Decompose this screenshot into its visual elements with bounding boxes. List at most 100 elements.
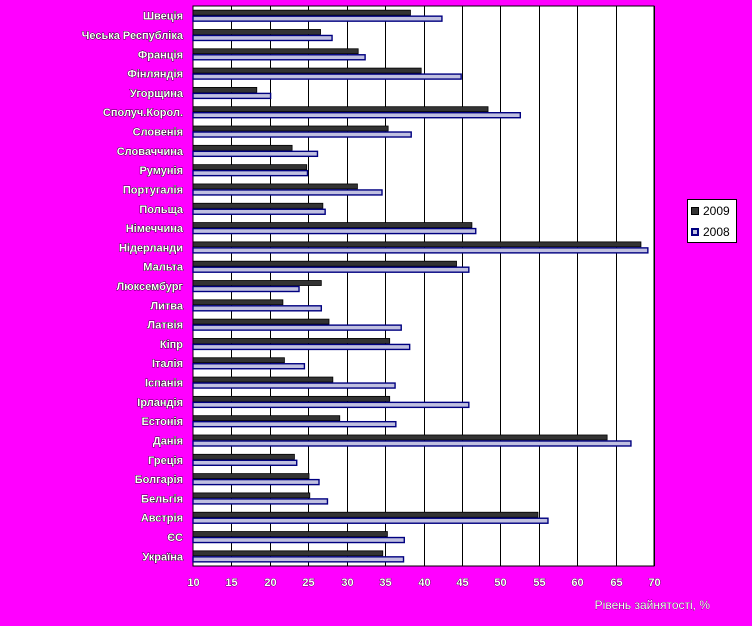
category-label: Угорщина	[130, 88, 184, 100]
bar-2009	[192, 415, 341, 422]
category-label: Латвія	[147, 320, 183, 332]
bar-2008	[192, 459, 298, 466]
bar-2008	[192, 363, 306, 370]
bar-2008	[192, 169, 309, 177]
category-label: Сполуч.Корол.	[103, 107, 183, 119]
bar-2009	[192, 241, 642, 248]
x-tick-labels: 10 15 20 25 30 35 40 45 50 55 60 65 70	[187, 577, 661, 590]
category-label: Болгарія	[135, 474, 183, 486]
x-tick-label: 55	[533, 577, 545, 589]
category-label: Німеччина	[126, 223, 184, 235]
category-label: ЄС	[167, 532, 183, 544]
bar-2009	[192, 318, 330, 325]
bar-2008	[192, 150, 319, 158]
bar-2008	[192, 440, 632, 447]
bar-2009	[192, 511, 539, 518]
bar-2009	[192, 434, 608, 441]
category-label: Греція	[148, 455, 183, 467]
bar-2009	[192, 260, 457, 267]
bar-2008	[192, 208, 326, 215]
category-label: Чеська Республіка	[82, 30, 184, 42]
category-label: Португалія	[123, 184, 183, 196]
category-label: Фінляндія	[127, 69, 183, 81]
category-label: Естонія	[141, 416, 183, 428]
category-label: Данія	[153, 435, 183, 447]
bar-2008	[192, 227, 477, 235]
bar-2009	[192, 86, 258, 93]
legend-item-2009: 2009	[691, 204, 730, 218]
bar-2009	[192, 280, 322, 286]
bar-2008	[192, 324, 402, 331]
bar-2009	[192, 144, 293, 151]
bar-2009	[192, 492, 311, 499]
bar-2008	[192, 54, 366, 61]
category-label: Іспанія	[145, 378, 183, 390]
x-tick-label: 30	[341, 577, 353, 589]
x-tick-label: 25	[302, 577, 314, 589]
bar-2008	[192, 401, 470, 409]
bar-2008	[192, 34, 333, 42]
category-label: Нідерланди	[119, 242, 183, 254]
x-tick-label: 70	[648, 577, 660, 589]
bar-2009	[192, 357, 285, 364]
bar-2008	[192, 420, 397, 428]
bar-2009	[192, 550, 384, 557]
bar-2009	[192, 395, 391, 402]
legend-item-2008: 2008	[691, 225, 730, 239]
bar-2009	[192, 183, 358, 190]
bar-2008	[192, 112, 522, 119]
bar-2008	[192, 517, 549, 524]
legend-swatch-2008	[691, 228, 699, 236]
bar-2009	[192, 473, 310, 480]
x-tick-label: 50	[494, 577, 506, 589]
bar-2009	[192, 48, 359, 55]
bar-2008	[192, 382, 396, 389]
bar-2009	[192, 202, 324, 209]
category-label: Люксембург	[117, 281, 184, 293]
bar-2009	[192, 531, 388, 537]
x-tick-label: 20	[264, 577, 276, 589]
legend-label-2009: 2009	[703, 204, 730, 218]
bar-2009	[192, 222, 473, 228]
bar-2008	[192, 73, 462, 80]
bar-2008	[192, 478, 320, 486]
bar-2008	[192, 498, 329, 505]
category-label: Швеція	[143, 11, 183, 23]
bar-2009	[192, 67, 422, 74]
category-label: Бельгія	[141, 493, 183, 505]
category-labels: Швеція Чеська Республіка Франція Фінляндія У…	[81, 10, 184, 563]
category-label: Австрія	[141, 513, 183, 525]
bar-2009	[192, 453, 295, 460]
bar-2008	[192, 536, 405, 544]
category-label: Ірландія	[137, 397, 183, 409]
bar-2008	[192, 92, 272, 100]
category-label: Словенія	[133, 127, 183, 139]
category-label: Україна	[142, 551, 184, 563]
category-label: Італія	[152, 358, 183, 370]
bar-2009	[192, 338, 391, 344]
x-tick-label: 15	[225, 577, 237, 589]
x-tick-label: 40	[418, 577, 430, 589]
category-label: Кіпр	[160, 339, 183, 351]
category-label: Франція	[138, 49, 183, 61]
x-tick-label: 65	[610, 577, 622, 589]
category-label: Румунія	[139, 165, 183, 177]
bar-2008	[192, 266, 470, 273]
bar-2009	[192, 299, 284, 306]
x-tick-label: 45	[456, 577, 468, 589]
bar-2009	[192, 9, 411, 16]
x-tick-label: 10	[187, 577, 199, 589]
bar-2009	[192, 164, 308, 171]
category-label: Литва	[150, 300, 183, 312]
legend-swatch-2009	[691, 207, 699, 215]
bar-2009	[192, 106, 489, 113]
bar-2008	[192, 189, 383, 196]
x-axis-title: Рівень зайнятості, %	[595, 598, 711, 612]
bar-2008	[192, 285, 300, 293]
bar-2008	[192, 343, 411, 351]
legend: 2009 2008	[687, 199, 737, 243]
category-label: Мальта	[143, 262, 184, 274]
bar-2008	[192, 131, 412, 138]
bar-2008	[192, 556, 405, 563]
